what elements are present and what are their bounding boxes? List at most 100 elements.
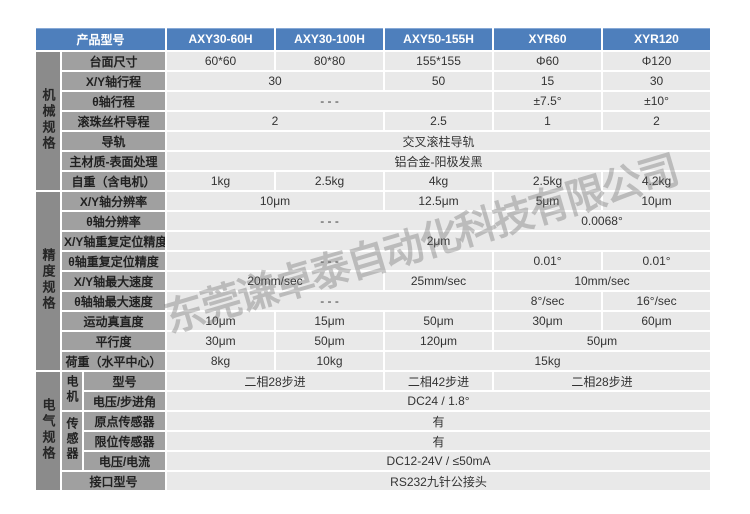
spec-value: 155*155 xyxy=(385,52,493,70)
spec-value: 2μm xyxy=(167,232,711,250)
spec-value: 30 xyxy=(167,72,384,90)
spec-value: 10μm xyxy=(167,312,275,330)
row-label: 接口型号 xyxy=(62,472,166,490)
spec-value: DC12-24V / ≤50mA xyxy=(167,452,711,470)
spec-value: 30μm xyxy=(167,332,275,350)
spec-value: 16°/sec xyxy=(603,292,711,310)
spec-value: 30μm xyxy=(494,312,602,330)
section-label-text: 机械规格 xyxy=(40,87,56,152)
spec-row: θ轴重复定位精度 - - -0.01° 0.01° xyxy=(36,252,711,270)
spec-value: 30 xyxy=(603,72,711,90)
row-label: θ轴轴最大速度 xyxy=(62,292,166,310)
spec-value: 120μm xyxy=(385,332,493,350)
spec-value: 50μm xyxy=(276,332,384,350)
spec-value: 8kg xyxy=(167,352,275,370)
row-label: 导轨 xyxy=(62,132,166,150)
subgroup-label-text: 电机 xyxy=(65,374,79,405)
spec-value: DC24 / 1.8° xyxy=(167,392,711,410)
header-model-1: AXY30-60H xyxy=(167,28,275,50)
spec-value: 10kg xyxy=(276,352,384,370)
spec-row: 限位传感器有 xyxy=(36,432,711,450)
spec-value: 25mm/sec xyxy=(385,272,493,290)
spec-value: 0.01° xyxy=(603,252,711,270)
spec-value: 50μm xyxy=(385,312,493,330)
header-model-3: AXY50-155H xyxy=(385,28,493,50)
row-label: θ轴行程 xyxy=(62,92,166,110)
spec-row: X/Y轴重复定位精度 2μm xyxy=(36,232,711,250)
subgroup-label: 传感器 xyxy=(62,412,82,470)
spec-value: RS232九针公接头 xyxy=(167,472,711,490)
spec-row: 导轨 交叉滚柱导轨 xyxy=(36,132,711,150)
spec-value: 10μm xyxy=(167,192,384,210)
spec-value: 8°/sec xyxy=(494,292,602,310)
row-label: X/Y轴行程 xyxy=(62,72,166,90)
spec-value: ±10° xyxy=(603,92,711,110)
spec-value: 2 xyxy=(167,112,384,130)
spec-value: - - - xyxy=(167,92,493,110)
row-label: θ轴重复定位精度 xyxy=(62,252,166,270)
header-model-2: AXY30-100H xyxy=(276,28,384,50)
header-model-5: XYR120 xyxy=(603,28,711,50)
row-label: 荷重（水平中心） xyxy=(62,352,166,370)
header-row: 产品型号 AXY30-60H AXY30-100H AXY50-155H XYR… xyxy=(36,28,711,50)
row-label: X/Y轴分辨率 xyxy=(62,192,166,210)
spec-value: 80*80 xyxy=(276,52,384,70)
spec-value: 有 xyxy=(167,412,711,430)
spec-table-body: 机械规格 台面尺寸 60*60 80*80 155*155 Φ60 Φ120 X/Y轴行程 30… xyxy=(36,52,711,490)
section-label: 机械规格 xyxy=(36,52,60,190)
spec-value: 15 xyxy=(494,72,602,90)
spec-value: 二相42步进 xyxy=(385,372,493,390)
spec-value: 4kg xyxy=(385,172,493,190)
row-label: 滚珠丝杆导程 xyxy=(62,112,166,130)
spec-value: 60*60 xyxy=(167,52,275,70)
spec-row: 自重（含电机） 1kg 2.5kg 4kg 2.5kg 4.2kg xyxy=(36,172,711,190)
spec-row: 机械规格 台面尺寸 60*60 80*80 155*155 Φ60 Φ120 xyxy=(36,52,711,190)
row-label: 运动真直度 xyxy=(62,312,166,330)
spec-row: θ轴行程 - - - ±7.5° ±10° xyxy=(36,92,711,110)
spec-value: 二相28步进 xyxy=(494,372,711,390)
spec-value: 0.01° xyxy=(494,252,602,270)
spec-value: 15kg xyxy=(385,352,711,370)
spec-row: 电压/电流 DC12-24V / ≤50mA xyxy=(36,452,711,470)
row-label: 原点传感器 xyxy=(84,412,166,430)
spec-row: θ轴轴最大速度 - - -8°/sec 16°/sec xyxy=(36,292,711,310)
spec-value: Φ120 xyxy=(603,52,711,70)
spec-value: 60μm xyxy=(603,312,711,330)
spec-value: 5μm xyxy=(494,192,602,210)
subgroup-label: 电机 xyxy=(62,372,82,410)
spec-table: 产品型号 AXY30-60H AXY30-100H AXY50-155H XYR… xyxy=(34,26,712,492)
row-label: X/Y轴重复定位精度 xyxy=(62,232,166,250)
section-label-text: 电气规格 xyxy=(40,397,56,462)
spec-row: X/Y轴行程 30 50 15 30 xyxy=(36,72,711,90)
row-label: 电压/电流 xyxy=(84,452,166,470)
spec-value: 0.0068° xyxy=(494,212,711,230)
spec-row: 传感器 原点传感器有 xyxy=(36,412,711,470)
spec-value: 铝合金-阳极发黑 xyxy=(167,152,711,170)
spec-row: 荷重（水平中心） 8kg 10kg 15kg xyxy=(36,352,711,370)
spec-row: 主材质-表面处理 铝合金-阳极发黑 xyxy=(36,152,711,170)
header-model-4: XYR60 xyxy=(494,28,602,50)
row-label: θ轴分辨率 xyxy=(62,212,166,230)
spec-row: 电压/步进角 DC24 / 1.8° xyxy=(36,392,711,410)
spec-value: 2.5kg xyxy=(276,172,384,190)
subgroup-label-text: 传感器 xyxy=(65,417,79,462)
spec-value: 10mm/sec xyxy=(494,272,711,290)
spec-value: 2 xyxy=(603,112,711,130)
spec-value: - - - xyxy=(167,212,493,230)
spec-row: 运动真直度 10μm 15μm 50μm 30μm 60μm xyxy=(36,312,711,330)
spec-value: - - - xyxy=(167,252,493,270)
spec-value: 1 xyxy=(494,112,602,130)
spec-value: 50 xyxy=(385,72,493,90)
spec-row: X/Y轴最大速度 20mm/sec 25mm/sec 10mm/sec xyxy=(36,272,711,290)
spec-value: Φ60 xyxy=(494,52,602,70)
spec-value: 15μm xyxy=(276,312,384,330)
spec-row: 平行度 30μm 50μm 120μm 50μm xyxy=(36,332,711,350)
row-label: 主材质-表面处理 xyxy=(62,152,166,170)
row-label: 平行度 xyxy=(62,332,166,350)
section-label: 精度规格 xyxy=(36,192,60,370)
row-label: 型号 xyxy=(84,372,166,390)
spec-value: 50μm xyxy=(494,332,711,350)
spec-value: 2.5 xyxy=(385,112,493,130)
spec-row: 电气规格 电机 型号 二相28步进 二相42步进 二相28步进 xyxy=(36,372,711,490)
